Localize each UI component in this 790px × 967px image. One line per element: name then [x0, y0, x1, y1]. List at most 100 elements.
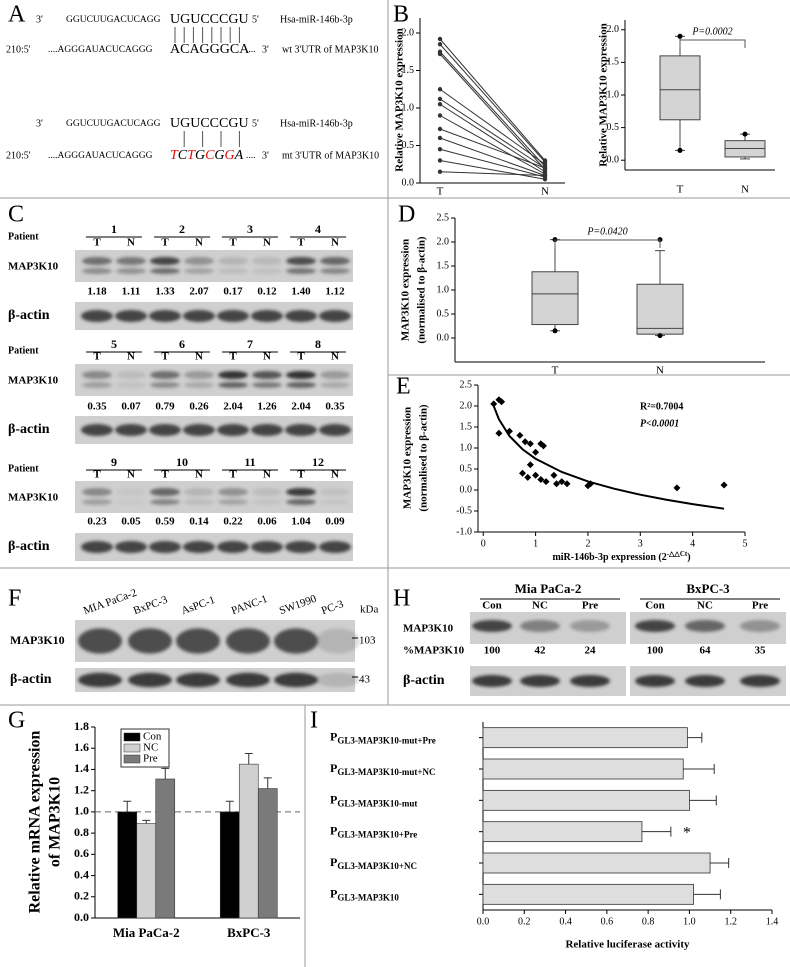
sequence-name: Hsa-miR-146b-3p [280, 118, 353, 129]
density-value: 2.07 [189, 286, 209, 298]
sequence-name: mt 3'UTR of MAP3K10 [282, 150, 379, 161]
label-prefix: P [330, 729, 337, 743]
panel-label: G [8, 708, 25, 734]
label-prefix: P [330, 886, 337, 900]
bar [257, 788, 278, 919]
x-tick-label: 0.4 [559, 916, 572, 927]
point [539, 442, 547, 450]
legend-label: Con [143, 731, 162, 743]
point [550, 471, 558, 479]
panel-label: D [398, 202, 415, 228]
y-tick-label: 2.0 [607, 24, 620, 35]
cell-line: MIA PaCa-2 [82, 587, 139, 617]
band [570, 675, 610, 687]
patient-number: 3 [247, 222, 253, 236]
lane-label: N [195, 469, 203, 481]
band [218, 268, 248, 274]
cell-line: SW1990 [278, 593, 319, 618]
percent-value: 100 [647, 645, 664, 657]
point [437, 147, 443, 152]
lane-label: T [161, 237, 169, 249]
x-tick-label: 0.2 [518, 916, 531, 927]
y-tick-label: 0.0 [607, 155, 620, 166]
band [184, 268, 214, 274]
annotation: R²=0.7004 [640, 401, 683, 412]
error-bar [244, 753, 253, 765]
band [286, 371, 316, 379]
percent-value: 64 [700, 645, 712, 657]
band [218, 382, 248, 388]
sequence: ....AGGGAUACUCAGGG [48, 45, 153, 55]
point [558, 478, 566, 486]
sequence-tail: .... [246, 45, 256, 55]
band [81, 310, 113, 322]
y-tick-label: 2.5 [437, 212, 450, 223]
y-tick-label: 0.0 [402, 177, 415, 188]
seed: UGUCCCGU [170, 116, 249, 131]
band [82, 499, 112, 505]
y-tick-label: 0.5 [402, 140, 415, 151]
error-bar [161, 767, 170, 779]
band [251, 541, 283, 553]
density-value: 1.11 [122, 286, 141, 298]
row-label: β-actin [403, 673, 445, 688]
y-tick-label: 2.0 [437, 236, 450, 247]
band [320, 499, 350, 505]
lane-label: NC [697, 600, 713, 612]
point [542, 165, 548, 171]
band [176, 672, 220, 688]
seed: ACAGGGCA [170, 42, 250, 57]
error-bar [123, 800, 132, 812]
y-tick-label: 1.0 [74, 804, 89, 818]
group-name: BxPC-3 [686, 581, 730, 596]
density-value: 0.07 [121, 401, 141, 413]
band [570, 620, 610, 632]
annotation: P<0.0001 [640, 418, 679, 429]
row-label: MAP3K10 [8, 261, 59, 273]
base: G [195, 148, 205, 163]
point [437, 126, 443, 132]
panel-label: F [8, 586, 21, 612]
band [251, 310, 283, 322]
y-tick-label: 1.0 [437, 284, 450, 295]
row-label: Patient [8, 231, 39, 242]
band [218, 257, 248, 265]
row-label: β-actin [8, 308, 50, 323]
panel-label: A [8, 2, 26, 28]
density-value: 0.23 [87, 516, 107, 528]
band [128, 672, 172, 688]
line [439, 148, 546, 178]
density-value: 0.09 [325, 516, 345, 528]
y-tick-label: 1.5 [402, 65, 415, 76]
y-tick-label: 1.0 [402, 102, 415, 113]
band [285, 310, 317, 322]
band [472, 675, 512, 687]
line [439, 137, 546, 176]
bar [136, 823, 157, 919]
base: T [187, 148, 196, 163]
density-value: 1.26 [257, 401, 277, 413]
y-tick-label: PGL3-MAP3K10+NC [330, 855, 417, 871]
density-value: 0.17 [223, 286, 243, 298]
band [520, 675, 560, 687]
x-tick-label: T [677, 184, 684, 196]
band [149, 424, 181, 436]
bar [482, 883, 694, 905]
band [286, 382, 316, 388]
y-tick-label: 2.0 [460, 400, 473, 411]
band [82, 268, 112, 274]
x-tick-label: T [552, 365, 559, 377]
y-tick-label: 0.2 [74, 889, 89, 903]
line [439, 51, 546, 167]
y-tick-label: 1.0 [460, 442, 473, 453]
line [439, 171, 546, 176]
point [537, 476, 545, 483]
x-tick-label: 0.8 [642, 916, 655, 927]
lane-label: Pre [582, 600, 598, 612]
lane-label: N [331, 351, 339, 363]
band [218, 488, 248, 496]
density-value: 0.79 [155, 401, 175, 413]
lane-label: T [229, 237, 237, 249]
y-axis-label: (normalised to β-actin) [418, 404, 430, 512]
density-value: 2.04 [291, 401, 311, 413]
